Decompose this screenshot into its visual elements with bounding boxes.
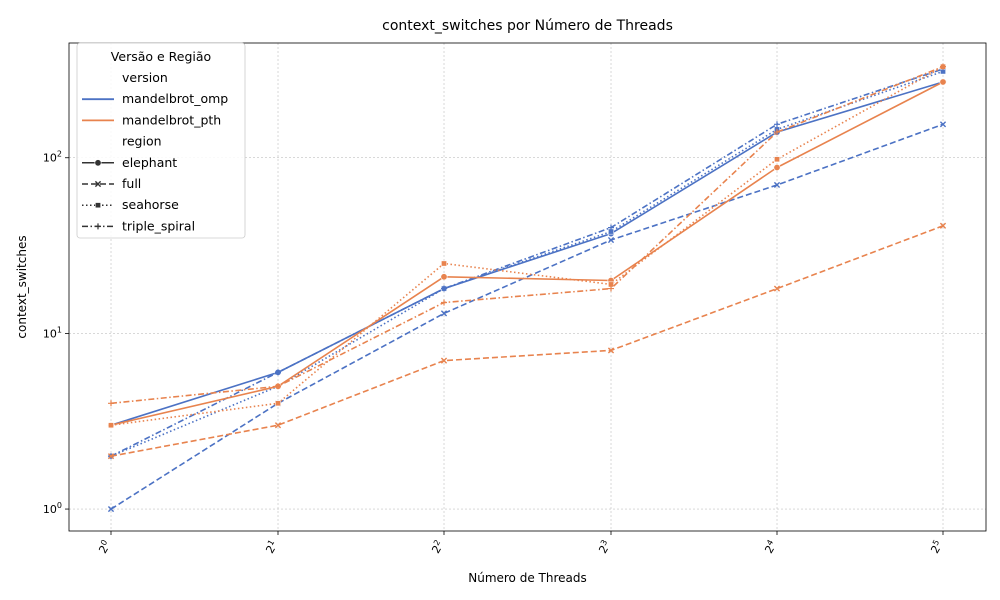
legend-label: mandelbrot_pth	[122, 112, 221, 127]
series-line	[110, 68, 944, 457]
series-mandelbrot_pth-full	[107, 222, 947, 460]
data-point	[275, 383, 281, 390]
y-tick-label: 102	[43, 150, 62, 165]
legend-item-mandelbrot_pth: mandelbrot_pth	[82, 112, 221, 127]
data-point	[441, 260, 447, 267]
y-axis-label: context_switches	[15, 235, 29, 338]
series-line	[110, 81, 944, 426]
data-point	[774, 156, 780, 163]
data-point	[274, 422, 282, 429]
series-line	[110, 123, 944, 510]
data-point	[107, 453, 115, 460]
data-point	[440, 310, 448, 317]
series-line	[110, 81, 944, 426]
data-point	[939, 222, 947, 229]
legend-title: Versão e Região	[111, 49, 211, 64]
data-point	[440, 273, 448, 281]
data-point	[773, 181, 781, 189]
y-tick-label: 100	[43, 501, 62, 516]
y-tick-label: 101	[43, 325, 62, 340]
series-line	[110, 66, 944, 426]
legend: Versão e Região version mandelbrot_ompmand…	[76, 42, 246, 239]
series-layer	[107, 63, 947, 513]
series-mandelbrot_omp-full	[107, 121, 947, 513]
data-point	[441, 285, 447, 292]
legend-item-mandelbrot_omp: mandelbrot_omp	[82, 91, 228, 106]
series-line	[110, 225, 944, 457]
legend-item-seahorse: seahorse	[82, 197, 179, 212]
legend-label: mandelbrot_omp	[122, 91, 228, 106]
data-point	[275, 400, 281, 407]
data-point	[773, 163, 781, 171]
data-point	[774, 121, 780, 128]
plot-frame	[68, 42, 987, 532]
chart-title: context_switches por Número de Threads	[382, 18, 673, 34]
legend-label: seahorse	[122, 197, 179, 212]
data-point	[107, 505, 115, 513]
data-point	[774, 129, 780, 136]
series-line	[110, 65, 944, 405]
data-point	[440, 357, 448, 364]
legend-label: full	[122, 176, 141, 191]
data-point	[939, 78, 947, 86]
data-point	[939, 121, 947, 128]
data-point	[940, 63, 946, 70]
legend-box	[76, 42, 246, 239]
data-point	[441, 299, 447, 306]
legend-label: elephant	[122, 155, 177, 170]
legend-marker	[94, 180, 102, 188]
legend-item-elephant: elephant	[82, 155, 177, 170]
legend-marker	[95, 202, 101, 209]
legend-version-header: version	[122, 70, 168, 85]
data-point	[608, 285, 614, 292]
data-point	[108, 422, 114, 429]
legend-item-full: full	[82, 176, 141, 191]
legend-label: triple_spiral	[122, 218, 195, 233]
data-point	[607, 347, 615, 354]
x-axis-label: Número de Threads	[468, 571, 587, 585]
data-point	[608, 224, 614, 231]
data-point	[275, 369, 281, 376]
series-mandelbrot_pth-triple_spiral	[108, 63, 946, 407]
legend-marker	[95, 223, 101, 230]
legend-region-header: region	[122, 134, 162, 149]
legend-item-triple_spiral: triple_spiral	[82, 218, 195, 233]
data-point	[108, 400, 114, 407]
legend-marker	[94, 159, 102, 167]
data-point	[607, 236, 615, 244]
data-point	[773, 285, 781, 292]
